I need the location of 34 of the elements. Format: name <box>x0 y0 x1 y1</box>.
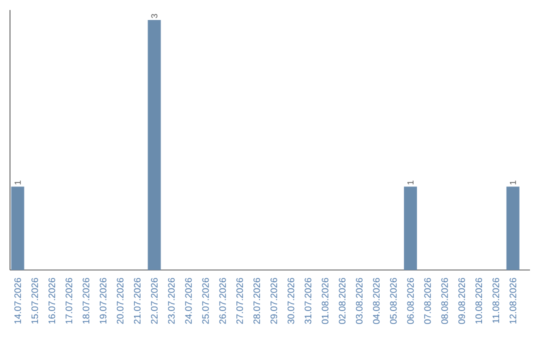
data-label: 1 <box>14 180 21 184</box>
x-tick-label: 29.07.2026 <box>270 278 278 324</box>
x-tick-label: 01.08.2026 <box>322 278 328 324</box>
data-label: 1 <box>510 180 516 184</box>
x-tick-label: 14.07.2026 <box>14 278 21 324</box>
data-label: 3 <box>151 14 158 18</box>
x-tick-label: 22.07.2026 <box>151 278 158 324</box>
x-tick-label: 31.07.2026 <box>304 278 312 324</box>
x-tick-label: 11.08.2026 <box>492 278 500 323</box>
x-tick-label: 18.07.2026 <box>82 278 90 324</box>
x-tick-label: 26.07.2026 <box>219 278 226 324</box>
x-tick-label: 04.08.2026 <box>373 278 380 324</box>
x-tick-label: 08.08.2026 <box>441 278 448 324</box>
x-tick-label: 23.07.2026 <box>168 278 175 324</box>
x-tick-label: 17.07.2026 <box>66 278 72 324</box>
x-tick-label: 25.07.2026 <box>202 278 209 324</box>
x-tick-label: 30.07.2026 <box>288 278 294 324</box>
x-tick-label: 06.08.2026 <box>407 278 414 324</box>
x-tick-label: 19.07.2026 <box>100 278 106 324</box>
x-tick-label: 09.08.2026 <box>458 278 465 324</box>
x-tick-label: 07.08.2026 <box>424 278 431 324</box>
data-label: 1 <box>407 180 414 184</box>
x-tick-label: 27.07.2026 <box>236 278 243 324</box>
x-tick-label: 12.08.2026 <box>510 278 516 324</box>
x-tick-label: 28.07.2026 <box>253 278 260 324</box>
x-tick-label: 05.08.2026 <box>390 278 397 324</box>
x-tick-label: 03.08.2026 <box>356 278 363 324</box>
x-tick-label: 24.07.2026 <box>185 278 192 324</box>
x-tick-label: 10.08.2026 <box>475 278 482 324</box>
x-tick-label: 20.07.2026 <box>116 278 124 324</box>
x-tick-label: 16.07.2026 <box>48 278 56 324</box>
x-tick-label: 21.07.2026 <box>134 278 141 324</box>
x-tick-label: 15.07.2026 <box>31 278 38 324</box>
x-tick-label: 02.08.2026 <box>338 278 346 324</box>
